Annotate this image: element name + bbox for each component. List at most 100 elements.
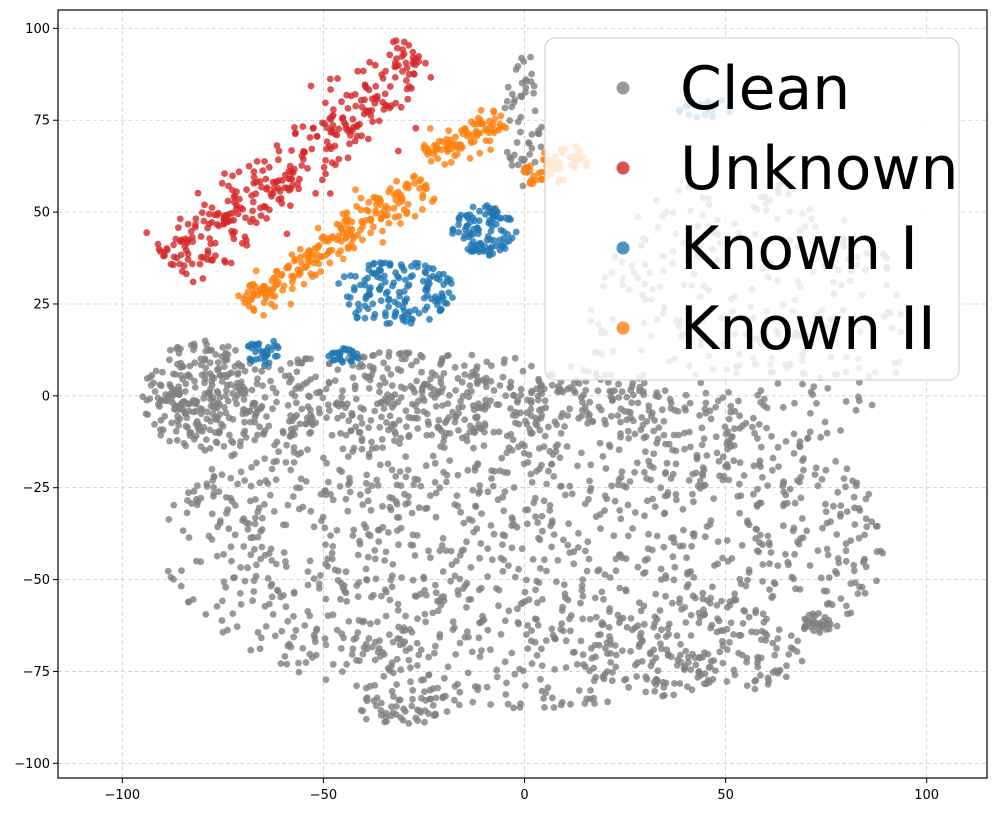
data-point (624, 532, 632, 540)
data-point (610, 532, 618, 540)
data-point (499, 567, 507, 575)
data-point (512, 66, 520, 73)
data-point (511, 573, 519, 581)
data-point (657, 640, 664, 648)
data-point (438, 542, 446, 549)
data-point (331, 566, 339, 574)
data-point (188, 233, 196, 241)
data-point (298, 259, 305, 267)
data-point (780, 522, 787, 530)
data-point (825, 574, 833, 581)
data-point (302, 420, 309, 428)
data-point (274, 184, 282, 192)
data-point (591, 594, 599, 602)
data-point (361, 302, 369, 310)
data-point (689, 592, 697, 600)
data-point (381, 586, 389, 594)
data-point (370, 314, 378, 322)
data-point (377, 267, 385, 274)
data-point (359, 650, 367, 658)
data-point (692, 661, 700, 669)
data-point (201, 201, 208, 209)
data-point (580, 391, 587, 399)
data-point (538, 662, 546, 669)
data-point (165, 392, 172, 400)
data-point (438, 305, 445, 313)
data-point (421, 184, 429, 192)
data-point (350, 526, 358, 534)
data-point (251, 419, 259, 426)
data-point (429, 452, 437, 460)
data-point (667, 475, 675, 482)
data-point (873, 577, 880, 585)
data-point (393, 189, 401, 197)
data-point (290, 448, 298, 456)
data-point (346, 488, 354, 496)
data-point (297, 475, 305, 483)
data-point (784, 558, 792, 566)
data-point (173, 436, 181, 444)
data-point (463, 538, 470, 546)
data-point (321, 635, 329, 643)
data-point (532, 414, 539, 422)
data-point (624, 501, 632, 509)
data-point (441, 160, 449, 168)
data-point (650, 427, 658, 435)
data-point (248, 386, 256, 394)
data-point (402, 276, 409, 284)
data-point (400, 206, 408, 214)
data-point (730, 457, 738, 465)
data-point (353, 656, 360, 664)
data-point (282, 459, 290, 466)
data-point (843, 465, 851, 473)
data-point (357, 414, 364, 421)
data-point (608, 388, 615, 395)
data-point (469, 402, 477, 410)
data-point (257, 286, 264, 293)
data-point (510, 704, 517, 712)
data-point (523, 409, 531, 417)
data-point (449, 626, 457, 633)
data-point (523, 631, 530, 638)
data-point (651, 503, 659, 510)
data-point (604, 378, 612, 386)
data-point (333, 399, 341, 406)
data-point (427, 554, 434, 562)
data-point (677, 658, 685, 666)
data-point (288, 147, 295, 154)
data-point (349, 532, 357, 539)
data-point (284, 617, 292, 625)
data-point (626, 478, 634, 485)
data-point (371, 682, 379, 689)
data-point (812, 464, 820, 472)
data-point (823, 619, 830, 627)
data-point (258, 526, 266, 533)
data-point (436, 484, 444, 492)
data-point (544, 684, 552, 692)
data-point (382, 548, 390, 556)
data-point (375, 538, 383, 545)
data-point (415, 58, 423, 65)
data-point (481, 420, 489, 427)
data-point (382, 312, 389, 320)
data-point (206, 359, 214, 367)
data-point (809, 391, 816, 398)
data-point (500, 359, 508, 367)
data-point (837, 502, 845, 509)
data-point (683, 683, 691, 690)
data-point (407, 315, 415, 323)
data-point (530, 89, 537, 97)
data-point (490, 109, 498, 116)
data-point (645, 530, 652, 538)
data-point (521, 155, 528, 163)
data-point (402, 647, 410, 655)
data-point (782, 673, 790, 681)
data-point (309, 124, 317, 132)
data-point (483, 236, 491, 244)
data-point (594, 631, 602, 639)
data-point (377, 215, 385, 222)
legend-label: Known I (680, 214, 918, 284)
data-point (791, 399, 798, 407)
data-point (722, 430, 730, 438)
data-point (642, 673, 650, 681)
